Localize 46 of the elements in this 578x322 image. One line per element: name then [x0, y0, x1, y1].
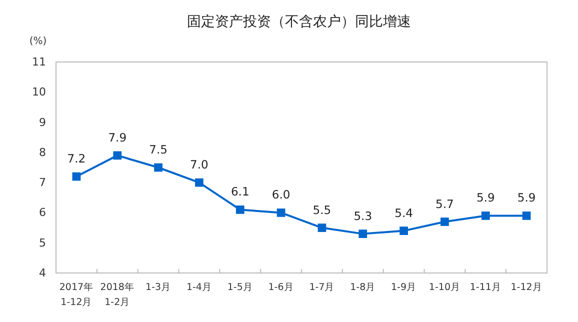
x-tick-label: 1-4月 [186, 282, 212, 293]
data-label: 7.0 [190, 158, 208, 172]
point [154, 163, 162, 172]
point [195, 178, 204, 187]
x-tick-label: 1-7月 [309, 282, 335, 293]
point [481, 212, 490, 220]
data-label: 6.0 [272, 188, 290, 202]
y-tick-label: 9 [39, 116, 46, 129]
x-tick-label: 2018年 1-2月 [100, 281, 134, 308]
y-tick-label: 7 [39, 176, 46, 190]
point [400, 226, 408, 235]
data-label: 5.9 [476, 190, 495, 205]
y-tick-label: 4 [39, 266, 46, 280]
data-label: 6.1 [230, 184, 250, 199]
y-tick-label: 8 [39, 146, 46, 159]
data-label: 7.2 [67, 152, 86, 166]
point [72, 172, 81, 181]
y-tick-label: 11 [32, 56, 46, 69]
point [236, 206, 244, 214]
point [276, 208, 286, 217]
x-tick-label: 1-12月 [510, 282, 542, 293]
data-label: 5.7 [436, 196, 454, 211]
point [358, 230, 368, 238]
point [113, 151, 122, 160]
data-label: 7.9 [108, 130, 127, 144]
data-label: 5.5 [312, 202, 332, 217]
point [522, 212, 531, 220]
x-tick-label: 1-10月 [428, 282, 460, 293]
x-tick-label: 1-3月 [146, 282, 172, 293]
y-axis-title: (%) [29, 36, 47, 47]
x-tick-label: 1-11月 [470, 282, 502, 293]
point [318, 224, 326, 232]
x-tick-label: 1-8月 [350, 282, 376, 293]
x-tick-label: 1-5月 [227, 282, 253, 293]
data-label: 5.4 [394, 206, 413, 220]
y-tick-label: 6 [39, 206, 46, 220]
chart-title: 固定资产投资（不含农户）同比增速 [187, 14, 411, 30]
x-tick-label: 2017年 1-12月 [59, 281, 94, 308]
y-tick-label: 10 [32, 86, 46, 99]
data-label: 7.5 [149, 142, 168, 156]
data-label: 5.9 [517, 190, 536, 205]
x-tick-label: 1-9月 [391, 282, 417, 293]
x-tick-label: 1-6月 [268, 282, 294, 293]
data-label: 5.3 [354, 208, 372, 223]
y-tick-label: 5 [39, 236, 46, 250]
point [440, 218, 449, 226]
